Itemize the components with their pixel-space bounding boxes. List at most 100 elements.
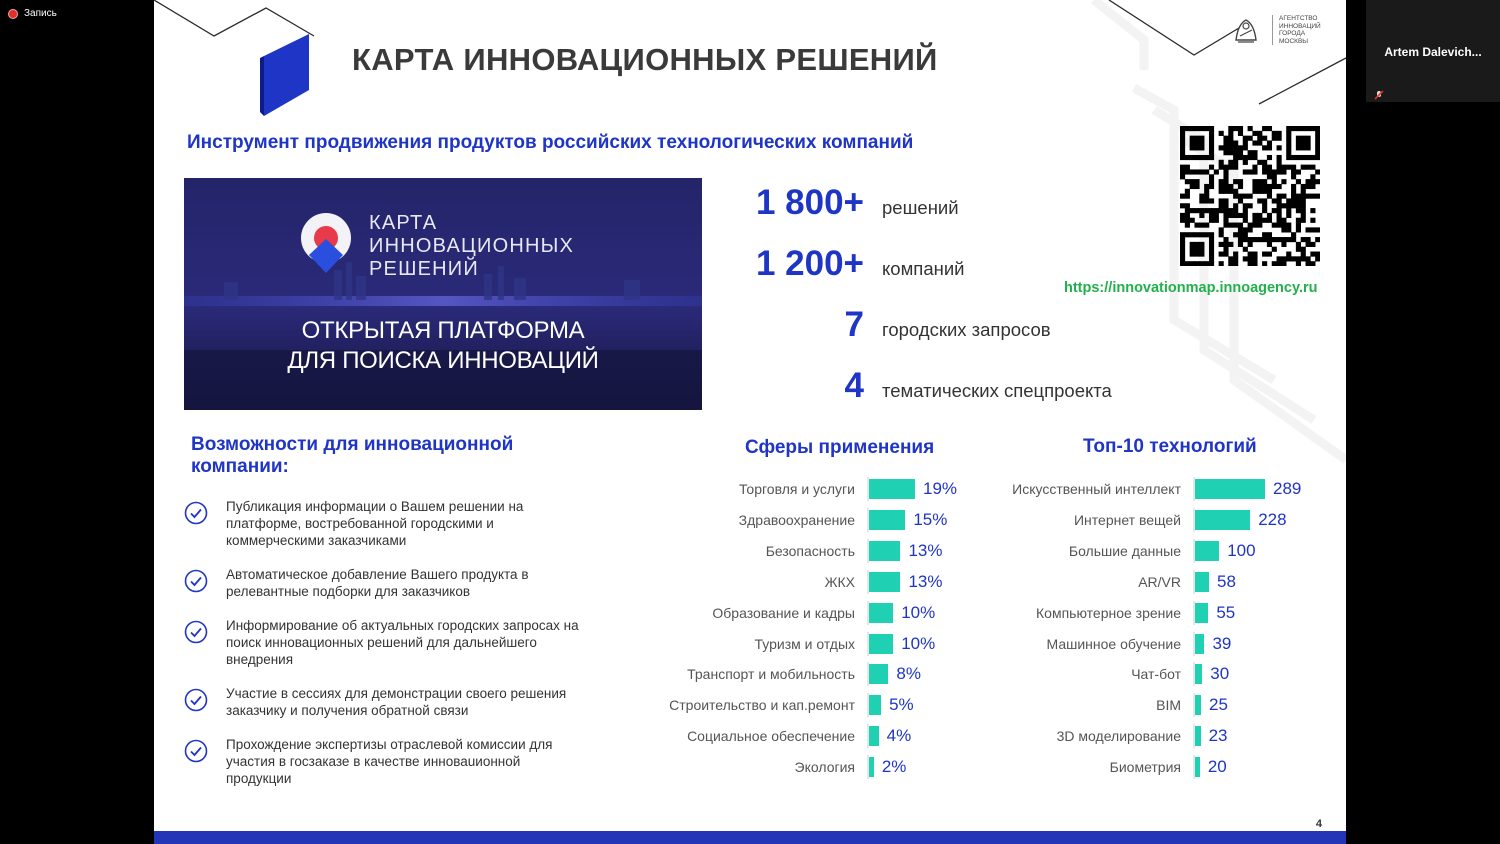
check-circle-icon bbox=[184, 501, 208, 525]
bar-row: ЖКХ 13% bbox=[634, 569, 943, 594]
bar-row: 3D моделирование 23 bbox=[974, 724, 1227, 749]
opportunity-text: Прохождение экспертизы отраслевой комисс… bbox=[226, 737, 553, 786]
bar-axis bbox=[1193, 662, 1195, 687]
bar-axis bbox=[867, 569, 869, 594]
opportunity-text: Автоматическое добавление Вашего продукт… bbox=[226, 567, 529, 599]
bar bbox=[1195, 509, 1251, 530]
bar-value-label: 8% bbox=[896, 664, 921, 684]
bar-label: Биометрия bbox=[1109, 759, 1181, 776]
bar bbox=[1195, 664, 1203, 685]
bar-row: Компьютерное зрение 55 bbox=[974, 600, 1235, 625]
bar-label: Образование и кадры bbox=[712, 604, 855, 621]
opportunity-item: Участие в сессиях для демонстрации своег… bbox=[184, 685, 586, 719]
bar-label: Здравоохранение bbox=[738, 511, 855, 528]
bar bbox=[869, 726, 879, 747]
bar bbox=[1195, 571, 1210, 592]
bar-axis bbox=[867, 724, 869, 749]
bar-row: Интернет вещей 228 bbox=[974, 507, 1287, 532]
bar-label: Туризм и отдых bbox=[754, 635, 855, 652]
check-circle-icon bbox=[184, 739, 208, 763]
bar-axis bbox=[1193, 507, 1195, 532]
bar bbox=[1195, 479, 1265, 499]
bar-value-label: 5% bbox=[889, 695, 914, 715]
bar-label: Экология bbox=[794, 759, 855, 776]
presentation-slide: КАРТА ИННОВАЦИОННЫХ РЕШЕНИЙ АГЕНТСТВО ИН… bbox=[154, 0, 1346, 844]
bar-value-label: 30 bbox=[1210, 664, 1230, 684]
bar-value-label: 10% bbox=[901, 602, 936, 622]
bar bbox=[1195, 757, 1200, 778]
bar-axis bbox=[1193, 755, 1195, 780]
bar-value-label: 15% bbox=[913, 509, 948, 529]
bar-label: Машинное обучение bbox=[1046, 635, 1182, 652]
recording-indicator: Запись bbox=[8, 8, 57, 19]
opportunity-item: Информирование об актуальных городских з… bbox=[184, 617, 586, 668]
bar bbox=[869, 757, 874, 778]
opportunity-item: Публикация информации о Вашем решении на… bbox=[184, 498, 586, 549]
bar-label: Торговля и услуги bbox=[738, 481, 855, 497]
bar-row: Искусственный интеллект 289 bbox=[974, 477, 1302, 501]
bar-value-label: 39 bbox=[1212, 633, 1232, 653]
stat-label: городских запросов bbox=[882, 319, 1051, 340]
bar-label: BIM bbox=[1156, 697, 1181, 714]
slide-title: КАРТА ИННОВАЦИОННЫХ РЕШЕНИЙ bbox=[352, 42, 938, 77]
platform-url-link[interactable]: https://innovationmap.innoagency.ru bbox=[1064, 280, 1318, 296]
bar-label: Чат-бот bbox=[1131, 666, 1181, 683]
bar-value-label: 228 bbox=[1258, 509, 1287, 529]
bar-axis bbox=[867, 755, 869, 780]
bar-axis bbox=[867, 693, 869, 718]
bar-axis bbox=[1193, 693, 1195, 718]
slide-bottom-bar bbox=[154, 831, 1346, 844]
bar-row: AR/VR 58 bbox=[974, 569, 1236, 594]
bar-value-label: 20 bbox=[1207, 757, 1227, 777]
opportunity-text: Участие в сессиях для демонстрации своег… bbox=[226, 686, 567, 718]
bar-label: Безопасность bbox=[765, 542, 855, 559]
bar-row: Социальное обеспечение 4% bbox=[634, 724, 912, 749]
bar-label: Компьютерное зрение bbox=[1036, 604, 1181, 621]
bar-value-label: 13% bbox=[908, 540, 943, 560]
opportunity-item: Автоматическое добавление Вашего продукт… bbox=[184, 566, 586, 600]
bar-axis bbox=[867, 507, 869, 532]
bar-value-label: 13% bbox=[908, 571, 943, 591]
participant-tile[interactable]: Artem Dalevich... bbox=[1366, 0, 1500, 102]
qr-code-icon[interactable] bbox=[1180, 126, 1320, 266]
bar-row: Торговля и услуги 19% bbox=[634, 477, 957, 501]
bar-label: Интернет вещей bbox=[1073, 511, 1181, 528]
bar-value-label: 25 bbox=[1209, 695, 1228, 715]
bar-value-label: 4% bbox=[886, 726, 912, 746]
opportunities-title: Возможности для инновационной компании: bbox=[191, 434, 514, 477]
bar-row: Здравоохранение 15% bbox=[634, 507, 948, 532]
bar-label: Строительство и кап.ремонт bbox=[669, 697, 855, 714]
bar bbox=[1195, 726, 1201, 747]
bar-row: Туризм и отдых 10% bbox=[634, 631, 935, 656]
bar bbox=[1195, 633, 1205, 654]
bar bbox=[869, 633, 894, 654]
bar bbox=[869, 571, 901, 592]
bar-label: Транспорт и мобильность bbox=[687, 666, 855, 683]
bar-axis bbox=[867, 662, 869, 687]
stat-value: 1 200+ bbox=[755, 244, 864, 283]
bar-axis bbox=[867, 600, 869, 625]
bar-row: BIM 25 bbox=[974, 693, 1228, 718]
agency-logo: АГЕНТСТВО ИННОВАЦИЙ ГОРОДА МОСКВЫ bbox=[1226, 10, 1321, 50]
slide-subtitle: Инструмент продвижения продуктов российс… bbox=[187, 132, 914, 153]
bar bbox=[869, 540, 901, 561]
stat-companies: 1 200+ компаний bbox=[704, 244, 965, 284]
banner-product-name: КАРТА ИННОВАЦИОННЫХ РЕШЕНИЙ bbox=[369, 212, 575, 280]
muted-mic-icon bbox=[1374, 87, 1384, 100]
opportunity-item: Прохождение экспертизы отраслевой комисс… bbox=[184, 736, 586, 787]
bar-axis bbox=[867, 631, 869, 656]
bar-axis bbox=[867, 538, 869, 563]
bar bbox=[1195, 602, 1209, 623]
bar-row: Экология 2% bbox=[634, 755, 906, 780]
bar-value-label: 100 bbox=[1227, 540, 1256, 560]
bar-label: 3D моделирование bbox=[1056, 728, 1181, 745]
record-icon bbox=[8, 8, 18, 19]
bar-row: Чат-бот 30 bbox=[974, 662, 1230, 687]
banner-tagline: ОТКРЫТАЯ ПЛАТФОРМА ДЛЯ ПОИСКА ИННОВАЦИЙ bbox=[287, 317, 599, 374]
stat-value: 7 bbox=[844, 305, 864, 344]
stat-label: решений bbox=[882, 197, 959, 218]
recording-label: Запись bbox=[24, 8, 57, 19]
bar-axis bbox=[1193, 538, 1195, 563]
bar-value-label: 289 bbox=[1273, 479, 1302, 498]
bar-axis bbox=[1193, 724, 1195, 749]
